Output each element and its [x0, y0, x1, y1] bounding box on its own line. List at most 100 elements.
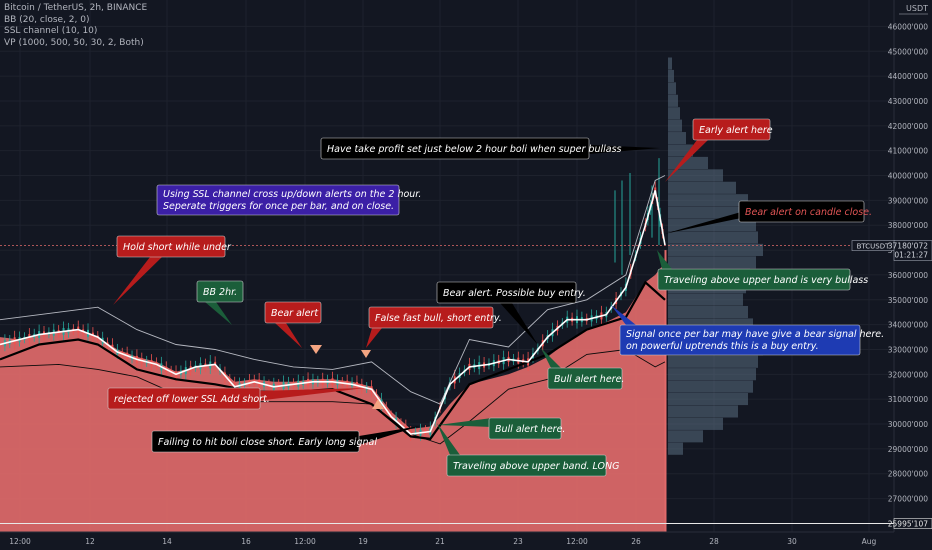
callout-box — [738, 200, 865, 223]
volume-profile-bar — [668, 355, 758, 368]
callout-text: False fast bull, short entry. — [375, 313, 502, 324]
volume-profile-bar — [668, 392, 748, 406]
symbol-title[interactable]: Bitcoin / TetherUS, 2h, BINANCE — [4, 3, 148, 13]
y-tick-label: 32000'000 — [888, 370, 928, 379]
callout-pointer — [665, 140, 708, 182]
callout-text: Signal once per bar may have give a bear… — [626, 329, 884, 340]
callout-pointer — [205, 302, 232, 325]
callout-box — [320, 137, 590, 160]
callout-pointer — [359, 426, 420, 445]
annotation-callout[interactable]: Bull alert here. — [541, 348, 624, 390]
callout-text: BB 2hr. — [203, 287, 237, 298]
y-tick-label: 33000'000 — [888, 345, 928, 354]
volume-profile — [668, 57, 768, 455]
callout-pointer — [589, 145, 660, 154]
callout-text: Bear alert — [271, 308, 319, 319]
volume-profile-bar — [668, 57, 672, 70]
y-tick-label: 36000'000 — [888, 271, 928, 280]
callout-pointer — [437, 423, 460, 455]
callout-box — [547, 367, 623, 390]
y-tick-label: 46000'000 — [888, 22, 928, 31]
symbol-tag-label: BTCUSDT — [857, 243, 891, 251]
callout-box — [368, 306, 494, 329]
callout-box — [488, 417, 562, 440]
x-tick-label: 26 — [631, 537, 641, 546]
x-tick-label: 16 — [241, 537, 251, 546]
callout-text: Failing to hit boli close short. Early l… — [158, 437, 377, 448]
volume-profile-bar — [668, 107, 680, 120]
x-tick-label: 19 — [358, 537, 368, 546]
callout-text: on powerful uptrends this is a buy entry… — [626, 341, 819, 352]
callout-text: Using SSL channel cross up/down alerts o… — [163, 189, 421, 200]
callout-box — [107, 387, 261, 410]
price-tag — [893, 240, 932, 261]
annotation-callout[interactable]: False fast bull, short entry. — [366, 306, 502, 348]
x-tick-label: Aug — [862, 537, 877, 546]
callout-box — [692, 118, 771, 141]
annotation-callout[interactable]: rejected off lower SSL Add short. — [107, 387, 365, 410]
callout-text: Traveling above upper band is very bulla… — [664, 275, 868, 286]
annotation-callout[interactable]: Bear alert — [264, 301, 322, 348]
volume-profile-bar — [668, 305, 748, 319]
y-tick-label: 43000'000 — [888, 97, 928, 106]
x-tick-label: 12:00 — [294, 537, 316, 546]
y-tick-label: 35000'000 — [888, 296, 928, 305]
annotation-callout[interactable]: Bear alert. Possible buy entry. — [436, 281, 586, 345]
annotation-callout[interactable]: Bull alert here. — [438, 417, 565, 440]
volume-profile-bar — [668, 94, 678, 107]
sell-signal-triangle — [310, 345, 322, 354]
volume-profile-bar — [668, 82, 676, 95]
vp-indicator-label[interactable]: VP (1000, 500, 50, 30, 2, Both) — [4, 37, 144, 48]
callout-pointer — [500, 303, 538, 345]
y-tick-label: 45000'000 — [888, 47, 928, 56]
callout-pointer — [366, 328, 382, 348]
price-tag-countdown: 01:21:27 — [894, 251, 928, 260]
annotation-callout[interactable]: Using SSL channel cross up/down alerts o… — [156, 184, 421, 216]
callout-box — [619, 324, 861, 356]
y-tick-label: 39000'000 — [888, 196, 928, 205]
annotation-callout[interactable]: Signal once per bar may have give a bear… — [611, 305, 884, 356]
callout-pointer — [113, 257, 162, 305]
callout-pointer — [438, 418, 492, 427]
annotation-callout[interactable]: Hold short while under — [113, 235, 232, 305]
callout-pointer — [657, 250, 672, 269]
annotation-callout[interactable]: Bear alert on candle close. — [664, 200, 872, 234]
volume-profile-bar — [668, 132, 686, 145]
x-tick-label: 12:00 — [9, 537, 31, 546]
x-tick-label: 28 — [709, 537, 719, 546]
annotation-callout[interactable]: BB 2hr. — [196, 280, 244, 325]
ssl-indicator-label[interactable]: SSL channel (10, 10) — [4, 26, 98, 36]
bb-indicator-label[interactable]: BB (20, close, 2, 0) — [4, 14, 90, 25]
x-tick-label: 14 — [162, 537, 172, 546]
y-tick-label: 44000'000 — [888, 72, 928, 81]
indicator-legend: Bitcoin / TetherUS, 2h, BINANCE BB (20, … — [4, 3, 147, 49]
x-axis[interactable]: 12:00 12 14 16 12:00 19 21 23 12:00 26 28 30 Aug — [0, 531, 932, 550]
annotation-callout[interactable]: Traveling above upper band. LONG — [437, 423, 620, 477]
y-tick-label: 38000'000 — [888, 221, 928, 230]
fill-edge — [664, 250, 667, 532]
volume-profile-bar — [668, 194, 748, 207]
y-tick-label: 27000'000 — [888, 495, 928, 504]
volume-profile-bar — [668, 293, 743, 306]
volume-profile-bar — [668, 430, 703, 443]
y-tick-label: 34000'000 — [888, 321, 928, 330]
y-tick-label: 28000'000 — [888, 470, 928, 479]
volume-profile-bar — [668, 169, 723, 182]
volume-profile-bar — [668, 69, 674, 83]
x-tick-label: 23 — [513, 537, 523, 546]
annotation-callout[interactable]: Have take profit set just below 2 hour b… — [320, 137, 660, 160]
annotation-callout[interactable]: Failing to hit boli close short. Early l… — [151, 426, 420, 453]
y-axis[interactable]: USDT 46000'000 45000'000 44000'000 43000'000… — [851, 0, 932, 550]
callout-box — [156, 184, 400, 216]
x-tick-label: 12:00 — [566, 537, 588, 546]
annotation-callout[interactable]: Early alert here — [665, 118, 773, 182]
volume-profile-bar — [668, 368, 756, 381]
callout-text: Hold short while under — [123, 242, 232, 253]
callout-pointer — [256, 388, 365, 401]
annotation-callout[interactable]: Traveling above upper band is very bulla… — [657, 250, 868, 291]
callout-text: Bear alert on candle close. — [745, 207, 872, 218]
volume-profile-bar — [668, 380, 753, 393]
callout-text: Seperate triggers for once per bar, and … — [163, 201, 394, 212]
sell-signal-triangle — [361, 350, 371, 358]
